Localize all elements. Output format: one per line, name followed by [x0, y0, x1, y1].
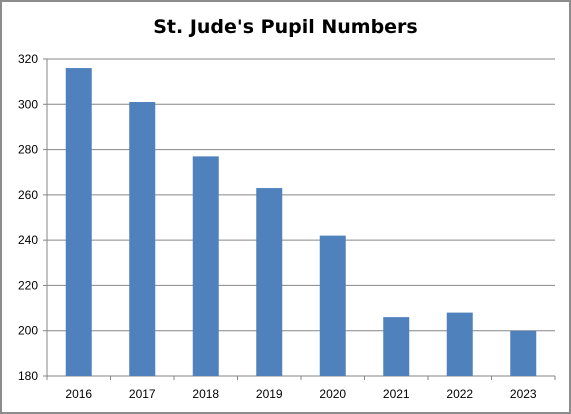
- bar-2022: [446, 312, 473, 376]
- x-tick-label: 2017: [129, 387, 156, 401]
- y-tick-label: 200: [18, 324, 38, 338]
- bar-2016: [65, 68, 92, 377]
- x-tick-label: 2016: [65, 387, 92, 401]
- x-tick-label: 2023: [510, 387, 537, 401]
- y-tick-label: 280: [18, 143, 38, 157]
- x-tick-label: 2018: [192, 387, 219, 401]
- x-tick-label: 2020: [319, 387, 346, 401]
- y-axis-tick-labels: 180 200 220 240 260 280 300 320: [18, 52, 38, 383]
- x-tick-label: 2021: [383, 387, 410, 401]
- bar-2019: [256, 188, 283, 376]
- bar-2021: [383, 317, 410, 376]
- bar-2023: [510, 330, 537, 376]
- y-tick-label: 300: [18, 97, 38, 111]
- bar-2017: [129, 102, 156, 377]
- x-axis-tick-labels: 2016 2017 2018 2019 2020 2021 2022 2023: [65, 387, 537, 401]
- x-tick-label: 2022: [446, 387, 473, 401]
- bars: [65, 68, 537, 377]
- y-tick-label: 220: [18, 278, 38, 292]
- y-tick-label: 260: [18, 188, 38, 202]
- y-tick-label: 320: [18, 52, 38, 66]
- gridlines: [47, 58, 555, 332]
- y-tick-label: 180: [18, 369, 38, 383]
- chart-title: St. Jude's Pupil Numbers: [153, 16, 418, 38]
- bar-2018: [192, 156, 219, 376]
- y-tick-label: 240: [18, 233, 38, 247]
- bar-2020: [319, 235, 346, 376]
- x-tick-label: 2019: [256, 387, 283, 401]
- axes: [43, 58, 556, 380]
